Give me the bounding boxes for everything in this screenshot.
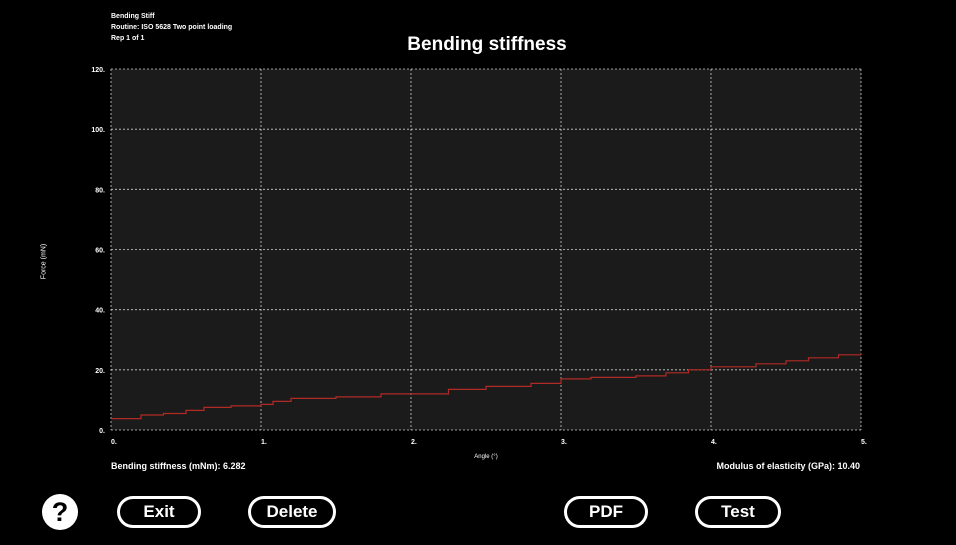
x-tick-label: 5. bbox=[861, 439, 867, 446]
x-tick-label: 2. bbox=[411, 439, 417, 446]
bending-stiffness-result: Bending stiffness (mNm): 6.282 bbox=[111, 461, 246, 471]
y-tick-label: 0. bbox=[99, 428, 105, 435]
x-axis-label: Angle (°) bbox=[474, 454, 497, 460]
y-tick-label: 40. bbox=[95, 308, 105, 315]
modulus-of-elasticity-result: Modulus of elasticity (GPa): 10.40 bbox=[716, 461, 860, 471]
x-tick-label: 1. bbox=[261, 439, 267, 446]
meta-rep: Rep 1 of 1 bbox=[111, 35, 145, 42]
routine-info: Bending Stiff Routine: ISO 5628 Two poin… bbox=[111, 11, 232, 44]
y-tick-label: 80. bbox=[95, 187, 105, 194]
x-tick-label: 0. bbox=[111, 439, 117, 446]
meta-test-name: Bending Stiff bbox=[111, 13, 155, 20]
x-tick-label: 4. bbox=[711, 439, 717, 446]
meta-routine: Routine: ISO 5628 Two point loading bbox=[111, 24, 233, 31]
y-tick-label: 20. bbox=[95, 368, 105, 375]
question-mark-icon: ? bbox=[51, 496, 69, 527]
x-tick-label: 3. bbox=[561, 439, 567, 446]
y-tick-label: 60. bbox=[95, 248, 105, 255]
page-title: Bending stiffness bbox=[0, 34, 956, 56]
y-tick-label: 100. bbox=[91, 127, 105, 134]
page-title-text: Bending stiffness bbox=[407, 34, 567, 55]
y-tick-label: 120. bbox=[91, 67, 105, 74]
test-button[interactable]: Test bbox=[695, 496, 781, 528]
force-curve bbox=[111, 353, 862, 420]
exit-button[interactable]: Exit bbox=[117, 496, 201, 528]
pdf-button[interactable]: PDF bbox=[564, 496, 648, 528]
grid bbox=[110, 68, 862, 431]
delete-button[interactable]: Delete bbox=[248, 496, 336, 528]
help-button[interactable]: ? bbox=[42, 494, 78, 530]
ticks: 0. 1. 2. 3. 4. 5. 0. 20. 40. 60. 80. 100. 120. bbox=[91, 67, 867, 446]
